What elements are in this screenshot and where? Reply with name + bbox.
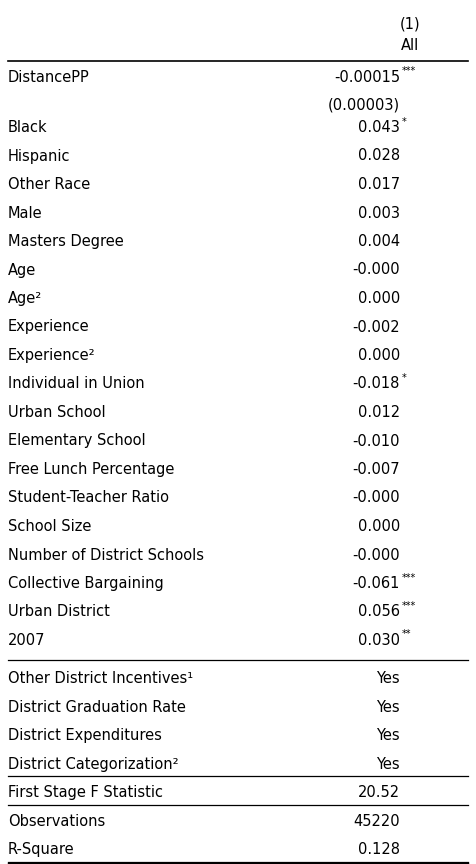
Text: (1): (1)	[400, 16, 420, 31]
Text: 0.003: 0.003	[358, 206, 400, 220]
Text: 0.128: 0.128	[358, 842, 400, 857]
Text: ***: ***	[402, 573, 416, 582]
Text: Collective Bargaining: Collective Bargaining	[8, 576, 164, 591]
Text: -0.002: -0.002	[352, 320, 400, 334]
Text: Black: Black	[8, 120, 48, 135]
Text: 0.012: 0.012	[358, 405, 400, 420]
Text: 2007: 2007	[8, 633, 46, 648]
Text: 0.028: 0.028	[358, 149, 400, 163]
Text: -0.010: -0.010	[353, 434, 400, 448]
Text: Yes: Yes	[377, 757, 400, 772]
Text: District Expenditures: District Expenditures	[8, 728, 162, 744]
Text: Age²: Age²	[8, 291, 42, 306]
Text: Urban School: Urban School	[8, 405, 106, 420]
Text: Experience²: Experience²	[8, 348, 96, 363]
Text: 0.000: 0.000	[358, 348, 400, 363]
Text: 0.004: 0.004	[358, 234, 400, 249]
Text: *: *	[402, 373, 407, 383]
Text: -0.000: -0.000	[352, 548, 400, 562]
Text: R-Square: R-Square	[8, 842, 75, 857]
Text: Free Lunch Percentage: Free Lunch Percentage	[8, 462, 174, 477]
Text: Yes: Yes	[377, 671, 400, 687]
Text: Yes: Yes	[377, 728, 400, 744]
Text: -0.061: -0.061	[353, 576, 400, 591]
Text: Other Race: Other Race	[8, 177, 90, 192]
Text: Student-Teacher Ratio: Student-Teacher Ratio	[8, 491, 169, 505]
Text: -0.007: -0.007	[352, 462, 400, 477]
Text: 45220: 45220	[353, 814, 400, 829]
Text: School Size: School Size	[8, 519, 91, 534]
Text: -0.000: -0.000	[352, 263, 400, 277]
Text: Observations: Observations	[8, 814, 105, 829]
Text: (0.00003): (0.00003)	[328, 98, 400, 113]
Text: All: All	[401, 39, 419, 54]
Text: Yes: Yes	[377, 700, 400, 715]
Text: *: *	[402, 117, 407, 126]
Text: Age: Age	[8, 263, 36, 277]
Text: District Graduation Rate: District Graduation Rate	[8, 700, 186, 715]
Text: DistancePP: DistancePP	[8, 69, 90, 85]
Text: 20.52: 20.52	[358, 785, 400, 800]
Text: -0.00015: -0.00015	[334, 69, 400, 85]
Text: 0.000: 0.000	[358, 291, 400, 306]
Text: -0.000: -0.000	[352, 491, 400, 505]
Text: 0.000: 0.000	[358, 519, 400, 534]
Text: ***: ***	[402, 66, 416, 76]
Text: Individual in Union: Individual in Union	[8, 377, 145, 391]
Text: Other District Incentives¹: Other District Incentives¹	[8, 671, 193, 687]
Text: First Stage F Statistic: First Stage F Statistic	[8, 785, 163, 800]
Text: Masters Degree: Masters Degree	[8, 234, 124, 249]
Text: **: **	[402, 630, 411, 639]
Text: -0.018: -0.018	[353, 377, 400, 391]
Text: ***: ***	[402, 601, 416, 611]
Text: Hispanic: Hispanic	[8, 149, 70, 163]
Text: 0.043: 0.043	[358, 120, 400, 135]
Text: Number of District Schools: Number of District Schools	[8, 548, 204, 562]
Text: 0.030: 0.030	[358, 633, 400, 648]
Text: 0.056: 0.056	[358, 605, 400, 619]
Text: 0.017: 0.017	[358, 177, 400, 192]
Text: District Categorization²: District Categorization²	[8, 757, 178, 772]
Text: Elementary School: Elementary School	[8, 434, 146, 448]
Text: Urban District: Urban District	[8, 605, 110, 619]
Text: Experience: Experience	[8, 320, 89, 334]
Text: Male: Male	[8, 206, 43, 220]
